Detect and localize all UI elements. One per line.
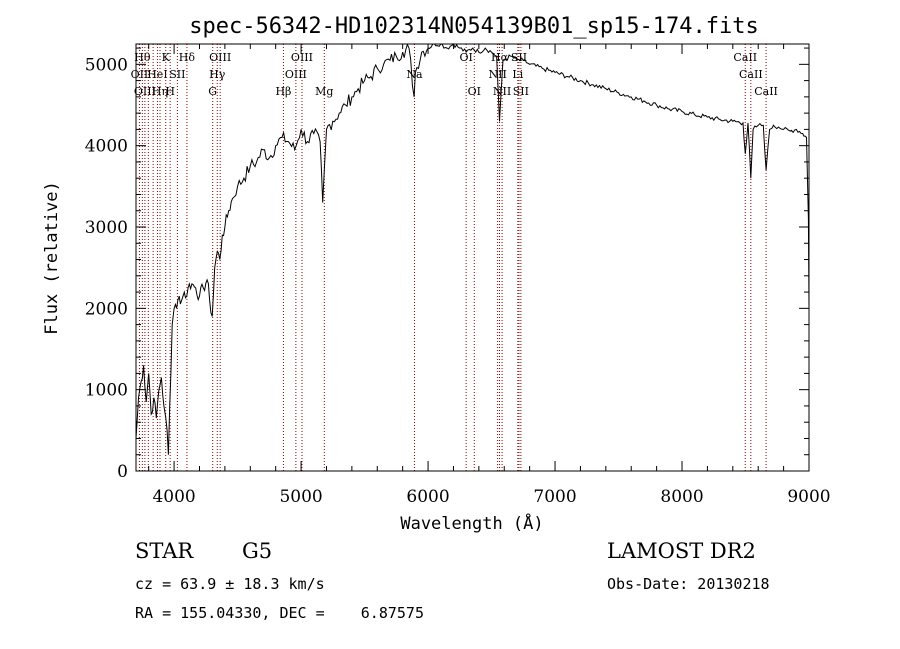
line-marker-label: Li	[512, 68, 523, 81]
line-marker-label: OI	[459, 51, 472, 64]
x-tick-label: 9000	[787, 487, 830, 507]
line-marker-label: Hβ	[275, 85, 291, 98]
line-marker-label: OII	[131, 68, 149, 81]
y-tick-label: 0	[117, 462, 128, 482]
chart-title: spec-56342-HD102314N054139B01_sp15-174.f…	[189, 14, 759, 39]
line-marker-label: Mg	[315, 85, 333, 98]
line-marker-label: HeI	[147, 68, 167, 81]
line-marker-label: OI	[468, 85, 481, 98]
line-marker-label: OIII	[209, 51, 231, 64]
y-tick-label: 1000	[85, 381, 128, 401]
y-tick-label: 5000	[85, 55, 128, 75]
x-tick-label: 4000	[152, 487, 195, 507]
y-axis-label: Flux (relative)	[42, 181, 62, 335]
ra-dec: RA = 155.04330, DEC = 6.87575	[135, 604, 424, 622]
line-marker-label: SII	[513, 85, 529, 98]
x-axis-label: Wavelength (Å)	[400, 512, 543, 534]
y-tick-label: 4000	[85, 137, 128, 157]
line-marker-label: Hγ	[209, 68, 226, 81]
line-marker-label: OIII	[285, 68, 307, 81]
y-tick-label: 3000	[85, 218, 128, 238]
line-marker-label: Hδ	[179, 51, 196, 64]
x-tick-label: 8000	[660, 487, 703, 507]
line-marker-label: SII	[169, 68, 185, 81]
line-marker-label: CaII	[754, 85, 778, 98]
survey-name: LAMOST DR2	[607, 539, 756, 563]
line-marker-label: G	[208, 85, 217, 98]
line-marker-label: CaII	[733, 51, 757, 64]
x-tick-label: 5000	[279, 487, 322, 507]
object-subclass: G5	[242, 539, 273, 563]
line-marker-label: OIII	[134, 85, 156, 98]
line-marker-label: OIII	[291, 51, 313, 64]
y-tick-label: 2000	[85, 299, 128, 319]
obs-date: Obs-Date: 20130218	[607, 575, 770, 593]
line-marker-label: Na	[406, 68, 423, 81]
spectrum-line	[135, 43, 810, 455]
redshift-cz: cz = 63.9 ± 18.3 km/s	[135, 575, 325, 593]
x-tick-label: 7000	[533, 487, 576, 507]
line-marker-label: Hθ	[134, 51, 151, 64]
emission-line-markers: OII Hθ OIII HeI Hη K H SII Hδ G Hγ OIII Hβ OIII OIII Mg…	[131, 44, 778, 471]
line-marker-label: CaII	[739, 68, 763, 81]
object-class: STAR	[135, 539, 194, 563]
x-tick-label: 6000	[406, 487, 449, 507]
line-marker-label: Hη	[152, 85, 168, 98]
line-marker-label: NII	[493, 85, 511, 98]
axis-ticks: 4000 5000 6000 7000 8000 9000 0 1000 2000 3000 400…	[85, 44, 831, 507]
plot-frame	[135, 43, 810, 472]
line-marker-label: Hα	[491, 51, 509, 64]
line-marker-label: H	[165, 85, 175, 98]
line-marker-label: K	[162, 51, 171, 64]
